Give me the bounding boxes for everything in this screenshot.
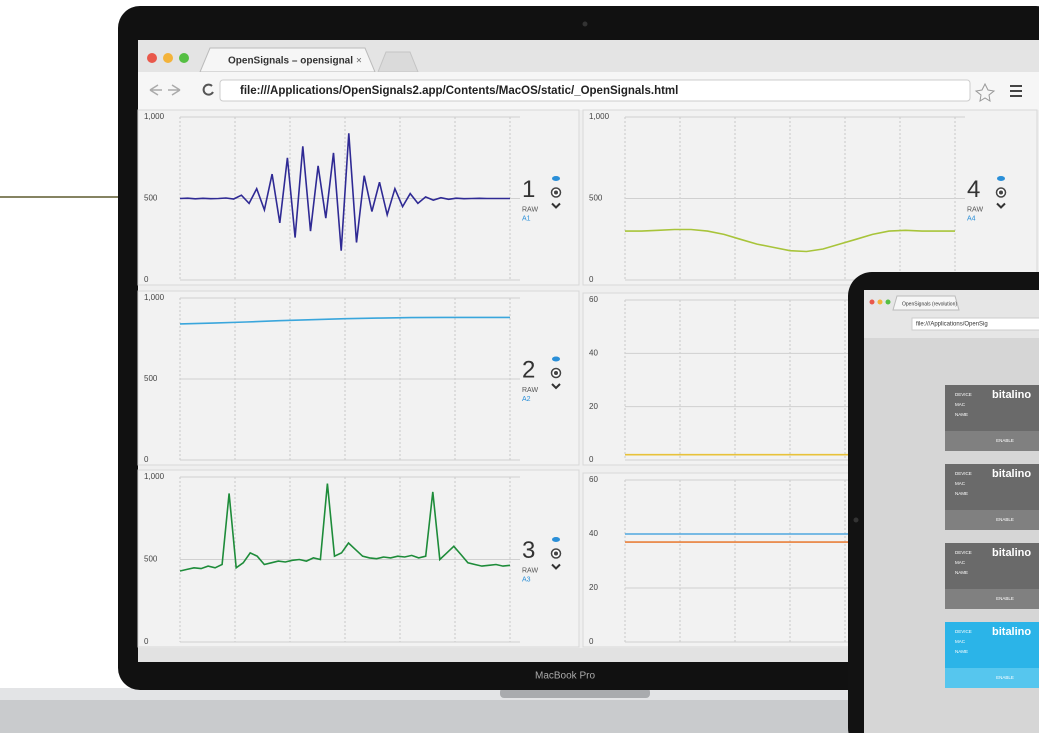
y-tick-label: 0 (144, 637, 149, 646)
visibility-icon[interactable] (552, 537, 560, 542)
tablet-close[interactable] (870, 300, 875, 305)
y-tick-label: 1,000 (144, 293, 165, 302)
record-dot (554, 552, 558, 556)
y-tick-label: 20 (589, 402, 598, 411)
card-field: MAC (955, 402, 966, 407)
tablet-url: file:///Applications/OpenSig (916, 322, 988, 328)
y-tick-label: 500 (144, 374, 158, 383)
record-dot (554, 371, 558, 375)
card-field: DEVICE (955, 392, 972, 397)
y-tick-label: 0 (144, 455, 149, 464)
tab-title: OpenSignals – opensignal (228, 56, 353, 67)
y-tick-label: 1,000 (144, 472, 165, 481)
tablet-minimize[interactable] (878, 300, 883, 305)
tablet-camera (854, 518, 859, 523)
card-button-label: ENABLE (996, 438, 1014, 443)
card-field: MAC (955, 481, 966, 486)
y-tick-label: 0 (589, 637, 594, 646)
channel-mode: RAW (522, 206, 538, 213)
card-button-label: ENABLE (996, 517, 1014, 522)
card-button[interactable] (945, 668, 1039, 688)
tab-close[interactable]: × (356, 56, 362, 67)
y-tick-label: 500 (144, 555, 158, 564)
card-field: MAC (955, 560, 966, 565)
card-button[interactable] (945, 510, 1039, 530)
card-field: MAC (955, 639, 966, 644)
card-field: NAME (955, 570, 968, 575)
channel-mode: RAW (967, 206, 983, 213)
channel-port: A2 (522, 396, 531, 403)
close-button[interactable] (147, 53, 157, 63)
y-tick-label: 500 (144, 194, 158, 203)
panel (138, 110, 579, 285)
tablet-zoom[interactable] (886, 300, 891, 305)
channel-number: 4 (967, 176, 980, 203)
visibility-icon[interactable] (552, 176, 560, 181)
card-field: NAME (955, 491, 968, 496)
card-button-label: ENABLE (996, 596, 1014, 601)
y-tick-label: 40 (589, 529, 598, 538)
laptop-label: MacBook Pro (535, 671, 595, 682)
channel-number: 2 (522, 356, 535, 383)
y-tick-label: 20 (589, 583, 598, 592)
card-field: NAME (955, 649, 968, 654)
channel-mode: RAW (522, 567, 538, 574)
visibility-icon[interactable] (997, 176, 1005, 181)
y-tick-label: 0 (589, 455, 594, 464)
channel-mode: RAW (522, 387, 538, 394)
card-brand: bitalino (992, 389, 1031, 401)
card-field: DEVICE (955, 629, 972, 634)
panel (138, 470, 579, 647)
minimize-button[interactable] (163, 53, 173, 63)
y-tick-label: 60 (589, 475, 598, 484)
y-tick-label: 1,000 (144, 112, 165, 121)
camera (583, 22, 588, 27)
card-button-label: ENABLE (996, 675, 1014, 680)
card-brand: bitalino (992, 626, 1031, 638)
card-field: DEVICE (955, 550, 972, 555)
y-tick-label: 40 (589, 348, 598, 357)
scene: OpenSignals – opensignal × file:///Appli… (0, 0, 1039, 733)
card-button[interactable] (945, 431, 1039, 451)
card-field: DEVICE (955, 471, 972, 476)
record-dot (554, 191, 558, 195)
y-tick-label: 1,000 (589, 112, 610, 121)
channel-port: A1 (522, 215, 531, 222)
card-field: NAME (955, 412, 968, 417)
channel-port: A4 (967, 215, 976, 222)
url: file:///Applications/OpenSignals2.app/Co… (240, 85, 678, 97)
zoom-button[interactable] (179, 53, 189, 63)
y-tick-label: 60 (589, 295, 598, 304)
tablet-tab-title: OpenSignals (revolution) (902, 301, 957, 307)
y-tick-label: 0 (144, 275, 149, 284)
card-brand: bitalino (992, 468, 1031, 480)
channel-number: 3 (522, 537, 535, 564)
visibility-icon[interactable] (552, 357, 560, 362)
y-tick-label: 500 (589, 194, 603, 203)
channel-number: 1 (522, 176, 535, 203)
panel (138, 291, 579, 465)
record-dot (999, 191, 1003, 195)
card-brand: bitalino (992, 547, 1031, 559)
card-button[interactable] (945, 589, 1039, 609)
channel-port: A3 (522, 576, 531, 583)
y-tick-label: 0 (589, 275, 594, 284)
